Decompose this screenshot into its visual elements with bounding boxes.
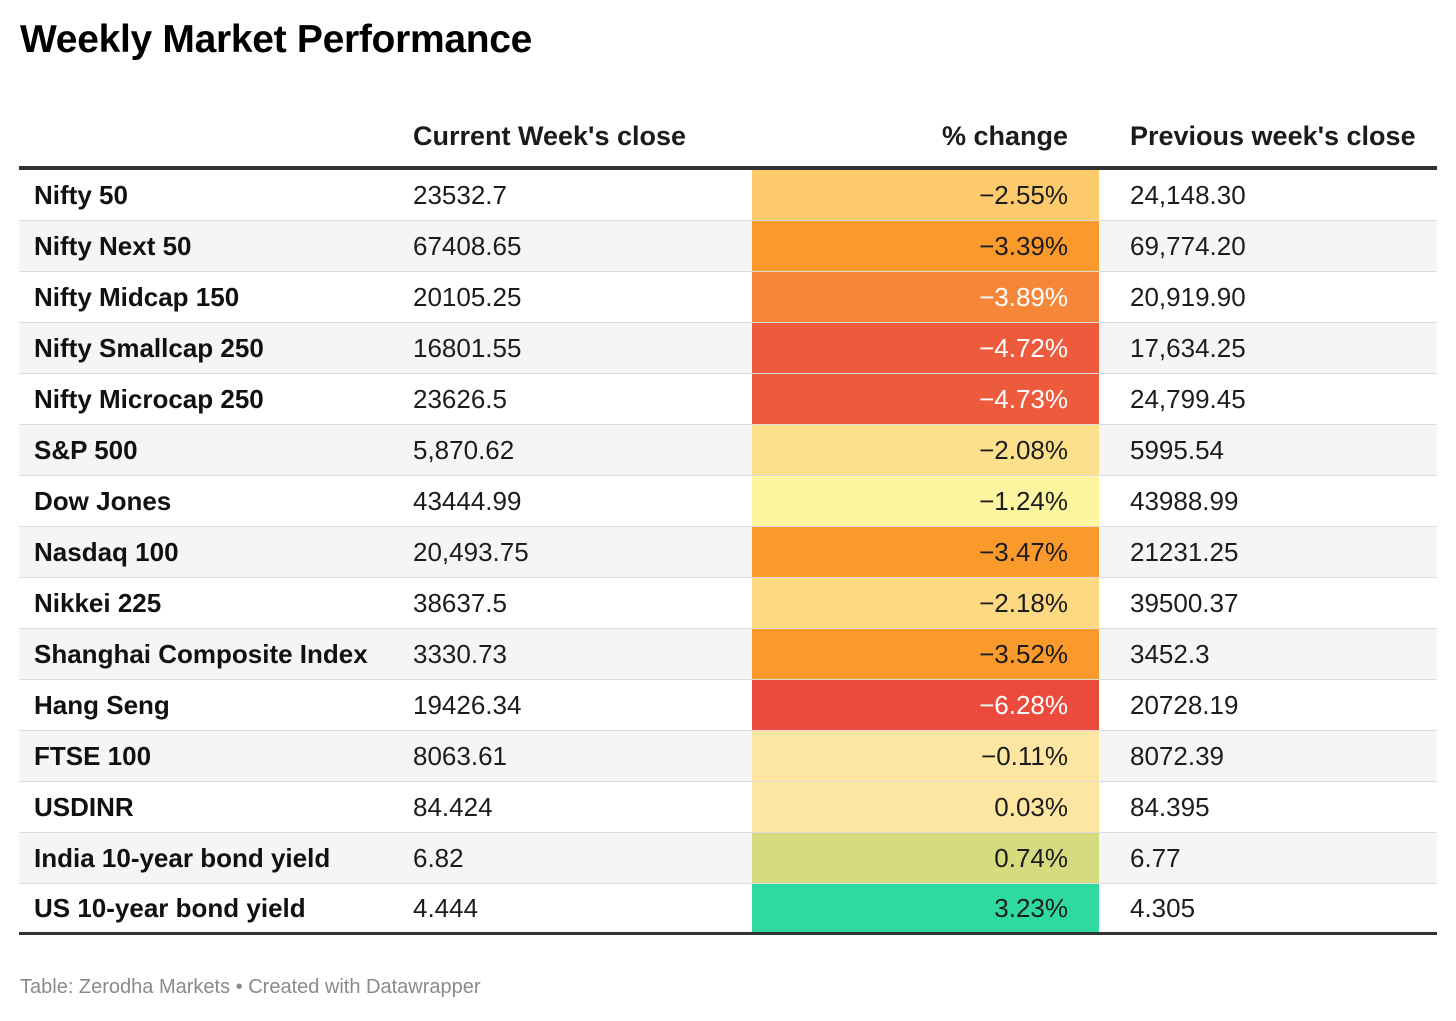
current-close: 16801.55 — [413, 332, 522, 363]
index-name: Nifty Next 50 — [34, 230, 192, 261]
current-close: 19426.34 — [413, 689, 522, 720]
previous-close: 20,919.90 — [1130, 281, 1246, 312]
table-row: Nikkei 225 38637.5 −2.18% 39500.37 — [19, 578, 1437, 629]
header-previous-close: Previous week's close — [1130, 120, 1416, 151]
current-close: 3330.73 — [413, 638, 507, 669]
table-row: S&P 500 5,870.62 −2.08% 5995.54 — [19, 425, 1437, 476]
index-name: S&P 500 — [34, 434, 138, 465]
table-row: Hang Seng 19426.34 −6.28% 20728.19 — [19, 680, 1437, 731]
percent-change: −0.11% — [752, 731, 1099, 781]
table-row: Nasdaq 100 20,493.75 −3.47% 21231.25 — [19, 527, 1437, 578]
percent-change: −3.52% — [752, 629, 1099, 679]
percent-change: −1.24% — [752, 476, 1099, 526]
header-percent-change: % change — [941, 120, 1068, 151]
index-name: Shanghai Composite Index — [34, 638, 368, 669]
current-close: 67408.65 — [413, 230, 522, 261]
index-name: Nifty Smallcap 250 — [34, 332, 264, 363]
index-name: Hang Seng — [34, 689, 170, 720]
table-row: Nifty Microcap 250 23626.5 −4.73% 24,799.45 — [19, 374, 1437, 425]
previous-close: 20728.19 — [1130, 689, 1239, 720]
current-close: 5,870.62 — [413, 434, 515, 465]
current-close: 43444.99 — [413, 485, 522, 516]
table-row: USDINR 84.424 0.03% 84.395 — [19, 782, 1437, 833]
table-row: Nifty Next 50 67408.65 −3.39% 69,774.20 — [19, 221, 1437, 272]
index-name: Nifty Microcap 250 — [34, 383, 264, 414]
index-name: US 10-year bond yield — [34, 892, 306, 923]
percent-change: 0.74% — [752, 833, 1099, 883]
previous-close: 69,774.20 — [1130, 230, 1246, 261]
table-row: Nifty Smallcap 250 16801.55 −4.72% 17,634.2… — [19, 323, 1437, 374]
current-close: 23626.5 — [413, 383, 507, 414]
index-name: Nikkei 225 — [34, 587, 162, 618]
index-name: Dow Jones — [34, 485, 172, 516]
percent-change: −3.47% — [752, 527, 1099, 577]
percent-change: −4.73% — [752, 374, 1099, 424]
percent-change: −3.89% — [752, 272, 1099, 322]
percent-change: −3.39% — [752, 221, 1099, 271]
table-row: Shanghai Composite Index 3330.73 −3.52% 345… — [19, 629, 1437, 680]
table-row: India 10-year bond yield 6.82 0.74% 6.77 — [19, 833, 1437, 884]
percent-change: −6.28% — [752, 680, 1099, 730]
current-close: 8063.61 — [413, 740, 507, 771]
current-close: 20105.25 — [413, 281, 522, 312]
table-row: Nifty Midcap 150 20105.25 −3.89% 20,919.90 — [19, 272, 1437, 323]
previous-close: 4.305 — [1130, 892, 1196, 923]
header-current-close: Current Week's close — [413, 120, 687, 151]
previous-close: 5995.54 — [1130, 434, 1224, 465]
percent-change: −4.72% — [752, 323, 1099, 373]
market-table: Current Week's close % change Previous w… — [19, 106, 1437, 935]
percent-change: −2.55% — [752, 170, 1099, 220]
percent-change: −2.18% — [752, 578, 1099, 628]
percent-change: 3.23% — [752, 884, 1099, 932]
table-body: Nifty 50 23532.7 −2.55% 24,148.30 Nifty Next… — [19, 170, 1437, 935]
previous-close: 43988.99 — [1130, 485, 1239, 516]
previous-close: 3452.3 — [1130, 638, 1210, 669]
table-row: US 10-year bond yield 4.444 3.23% 4.305 — [19, 884, 1437, 935]
table-header: Current Week's close % change Previous w… — [19, 106, 1437, 170]
previous-close: 39500.37 — [1130, 587, 1239, 618]
table-row: Nifty 50 23532.7 −2.55% 24,148.30 — [19, 170, 1437, 221]
previous-close: 17,634.25 — [1130, 332, 1246, 363]
chart-title: Weekly Market Performance — [20, 18, 533, 61]
table-row: Dow Jones 43444.99 −1.24% 43988.99 — [19, 476, 1437, 527]
index-name: USDINR — [34, 791, 134, 822]
percent-change: 0.03% — [752, 782, 1099, 832]
index-name: Nifty 50 — [34, 179, 128, 210]
current-close: 6.82 — [413, 842, 464, 873]
percent-change: −2.08% — [752, 425, 1099, 475]
previous-close: 8072.39 — [1130, 740, 1224, 771]
source-footer: Table: Zerodha Markets • Created with Da… — [20, 976, 481, 998]
table-row: FTSE 100 8063.61 −0.11% 8072.39 — [19, 731, 1437, 782]
previous-close: 6.77 — [1130, 842, 1181, 873]
current-close: 84.424 — [413, 791, 493, 822]
previous-close: 24,799.45 — [1130, 383, 1246, 414]
index-name: Nifty Midcap 150 — [34, 281, 240, 312]
index-name: Nasdaq 100 — [34, 536, 179, 567]
previous-close: 84.395 — [1130, 791, 1210, 822]
index-name: India 10-year bond yield — [34, 842, 331, 873]
previous-close: 24,148.30 — [1130, 179, 1246, 210]
index-name: FTSE 100 — [34, 740, 152, 771]
current-close: 20,493.75 — [413, 536, 529, 567]
current-close: 38637.5 — [413, 587, 507, 618]
current-close: 4.444 — [413, 892, 479, 923]
current-close: 23532.7 — [413, 179, 507, 210]
previous-close: 21231.25 — [1130, 536, 1239, 567]
